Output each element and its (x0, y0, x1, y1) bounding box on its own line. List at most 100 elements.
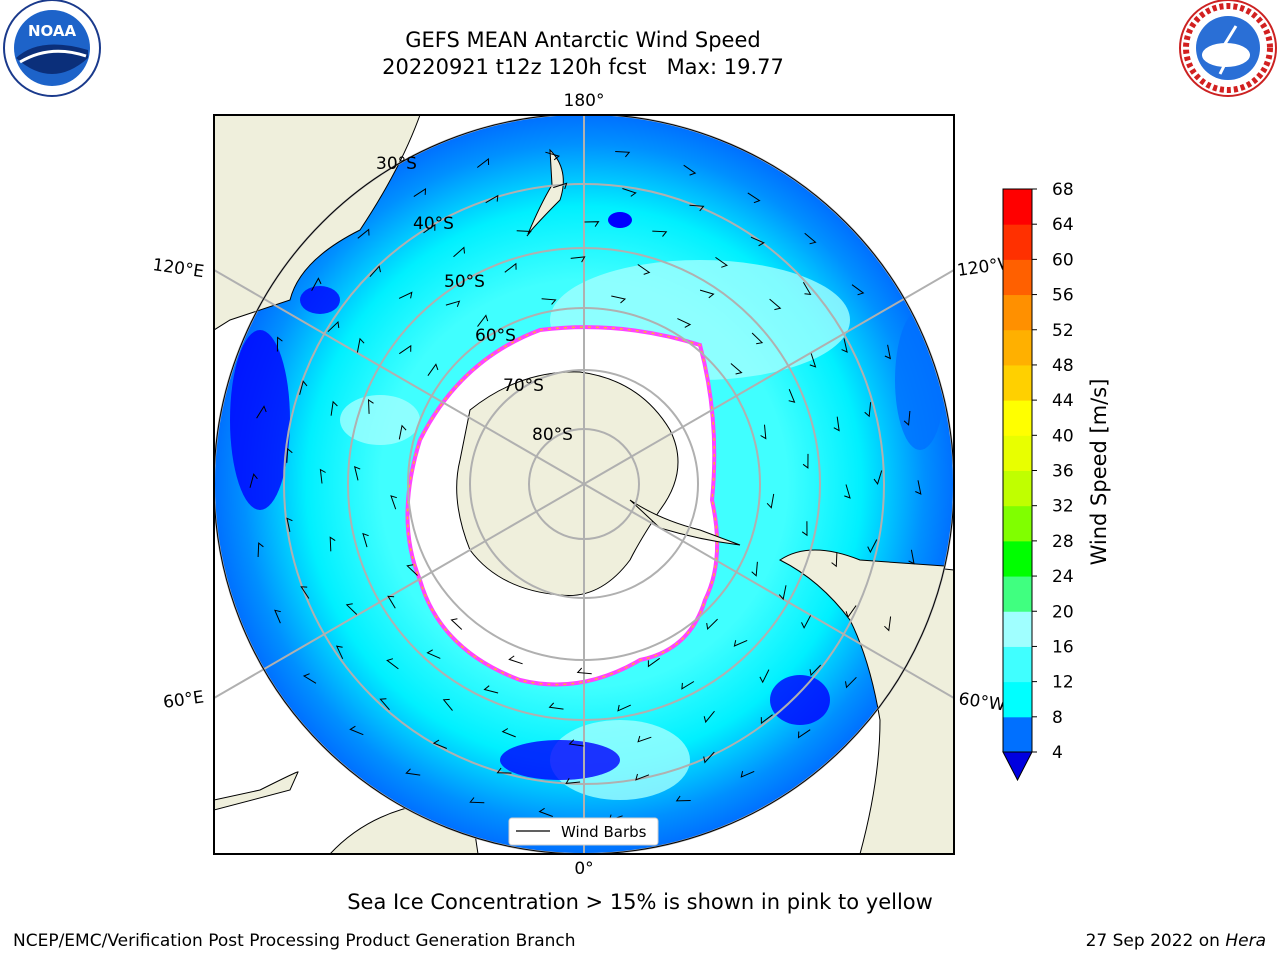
wind-barb (516, 230, 532, 237)
colorbar-segment (1003, 540, 1032, 577)
lon-label-0: 0° (574, 859, 593, 879)
wind-barb (426, 649, 441, 659)
lon-label-60w: 60°W (957, 689, 1006, 715)
lat-label-60s: 60°S (475, 326, 516, 346)
wind-barb (637, 735, 652, 743)
wind-barb (379, 698, 390, 711)
wind-barb (406, 564, 418, 576)
wind-barb (908, 549, 915, 565)
colorbar-tick-label: 16 (1052, 637, 1074, 657)
wind-barb (356, 337, 365, 353)
national-weather-service-logo (1179, 0, 1277, 97)
wind-barb (647, 657, 660, 668)
wind-barb (432, 739, 447, 749)
wind-barb (864, 402, 872, 418)
wind-barb (766, 493, 775, 509)
lat-label-30s: 30°S (376, 154, 417, 174)
wind-barb (730, 363, 743, 375)
colorbar-segment (1003, 576, 1032, 612)
lon-label-120e: 120°E (151, 255, 205, 282)
wind-barb (677, 318, 692, 328)
wind-barb (802, 282, 812, 295)
wind-barb (833, 416, 840, 432)
wind-barb (349, 725, 364, 736)
wind-barb (386, 658, 399, 670)
wind-barb (873, 470, 883, 485)
wind-barb (802, 453, 809, 469)
map-subtitle: 20220921 t12z 120h fcst Max: 19.77 (382, 55, 784, 79)
wind-barb (390, 495, 397, 510)
wind-barb (769, 298, 782, 311)
wind-barb (809, 664, 822, 677)
wind-barb (398, 424, 407, 440)
lat-label-50s: 50°S (444, 272, 485, 292)
map-panel: Wind Barbs (214, 115, 954, 854)
lat-label-70s: 70°S (503, 376, 544, 396)
wind-barb (398, 291, 413, 299)
colorbar-tick-label: 4 (1052, 743, 1063, 763)
wind-barb (622, 188, 637, 197)
wind-barb (568, 739, 584, 747)
lat-label-80s: 80°S (532, 425, 573, 445)
wind-barb (329, 536, 336, 552)
colorbar-segment (1003, 294, 1032, 331)
wind-barb (884, 344, 891, 360)
wind-barb (584, 221, 600, 227)
colorbar-segment (1003, 505, 1032, 542)
wind-barb (845, 605, 857, 619)
colorbar-segment (1003, 259, 1032, 296)
wind-barb (357, 228, 370, 239)
graticule (214, 115, 954, 854)
colorbar-tick-label: 64 (1052, 215, 1074, 235)
wind-barb (541, 298, 557, 305)
land-antarctica (456, 371, 679, 597)
wind-barb (423, 223, 436, 234)
wind-barb (576, 667, 592, 675)
colorbar-tick-label: 40 (1052, 426, 1074, 446)
footer-date: 27 Sep 2022 on (1085, 931, 1220, 951)
colorbar-segment (1003, 189, 1032, 225)
wind-barb (759, 669, 770, 684)
wind-barb (345, 603, 358, 615)
footer-credit: NCEP/EMC/Verification Post Processing Pr… (13, 931, 576, 951)
wind-barb (706, 618, 718, 631)
wind-barb (445, 300, 461, 307)
colorbar-tick-label: 8 (1052, 708, 1063, 728)
wind-barb (703, 751, 715, 764)
wind-barb (841, 338, 848, 353)
colorbar-tick-label: 36 (1052, 462, 1074, 482)
wind-barb (256, 405, 267, 419)
wind-barb (485, 194, 499, 204)
wind-barb (496, 767, 512, 774)
colorbar-segment (1003, 716, 1032, 753)
wind-barb (353, 465, 361, 481)
lon-label-60e: 60°E (162, 687, 205, 712)
footer-timestamp: 27 Sep 2022 on Hera (1086, 931, 1266, 951)
colorbar-tick-label: 48 (1052, 356, 1074, 376)
wind-barb (427, 363, 439, 376)
wind-barb (637, 264, 651, 275)
colorbar-tick-label: 32 (1052, 497, 1074, 517)
colorbar-tick-label: 20 (1052, 602, 1074, 622)
wind-barb (504, 262, 517, 273)
wind-barb (477, 314, 489, 327)
colorbar-segment (1003, 435, 1032, 471)
wind-barb (565, 777, 581, 784)
colorbar-tick-label: 12 (1052, 673, 1074, 693)
wind-barb (903, 410, 911, 426)
colorbar-segment (1003, 364, 1032, 401)
wind-barb (387, 595, 396, 609)
colorbar-segment (1003, 400, 1032, 436)
wind-barb (750, 236, 765, 247)
map-title: GEFS MEAN Antarctic Wind Speed (405, 28, 761, 52)
wind-barb (699, 289, 715, 299)
wind-barb (844, 484, 851, 499)
wind-barb (845, 676, 857, 689)
wind-barb (330, 400, 338, 416)
wind-barb (652, 230, 668, 237)
wind-barb (553, 182, 568, 190)
wind-barb (311, 277, 322, 291)
noaa-logo: NOAA (3, 0, 101, 97)
